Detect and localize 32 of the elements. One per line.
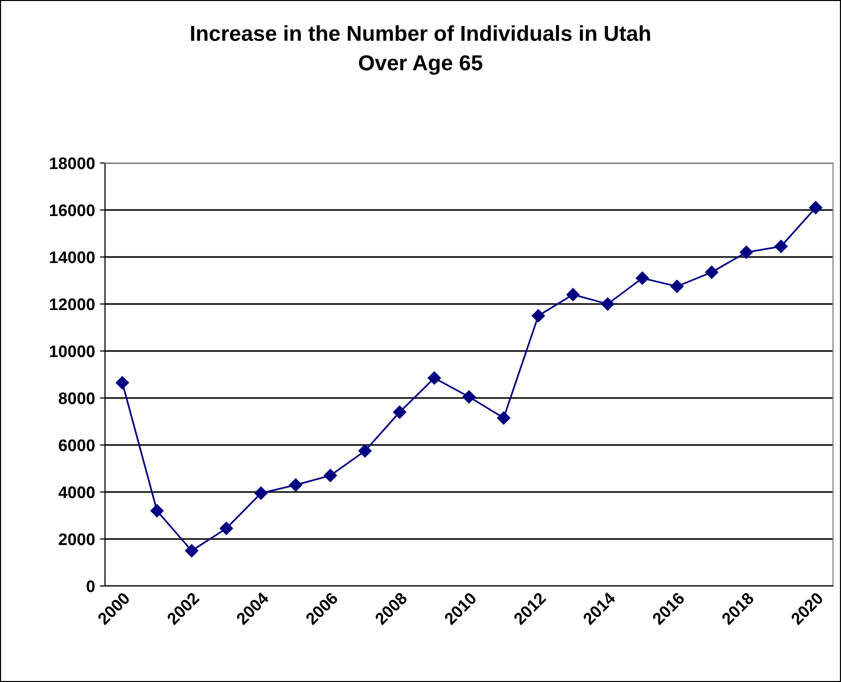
- y-tick-label: 2000: [58, 533, 95, 546]
- point: [150, 504, 164, 518]
- point: [670, 280, 684, 293]
- point: [601, 297, 614, 311]
- point: [358, 444, 372, 458]
- point: [532, 309, 545, 322]
- point: [324, 468, 337, 482]
- point: [116, 376, 129, 390]
- y-tick-label: 0: [86, 580, 95, 592]
- point: [705, 266, 718, 279]
- point: [185, 544, 198, 558]
- point: [289, 478, 302, 492]
- y-tick-label: 6000: [58, 439, 95, 452]
- y-tick-label: 10000: [50, 345, 95, 358]
- y-tick-label: 18000: [50, 157, 95, 170]
- point: [497, 411, 510, 425]
- y-tick-label: 8000: [58, 392, 95, 404]
- point: [462, 390, 476, 404]
- y-tick-label: 16000: [50, 204, 95, 216]
- y-tick-label: 14000: [50, 251, 95, 264]
- y-tick-label: 4000: [58, 486, 95, 498]
- chart-title: Increase in the Number of Individuals in Utah Over Age 65: [191, 25, 650, 75]
- point: [740, 246, 753, 259]
- point: [774, 240, 788, 254]
- point: [393, 406, 406, 419]
- point: [566, 288, 580, 302]
- point: [220, 522, 233, 536]
- point: [428, 371, 441, 385]
- point: [809, 201, 822, 214]
- point: [254, 486, 268, 500]
- y-tick-label: 12000: [50, 298, 95, 310]
- point: [636, 272, 649, 285]
